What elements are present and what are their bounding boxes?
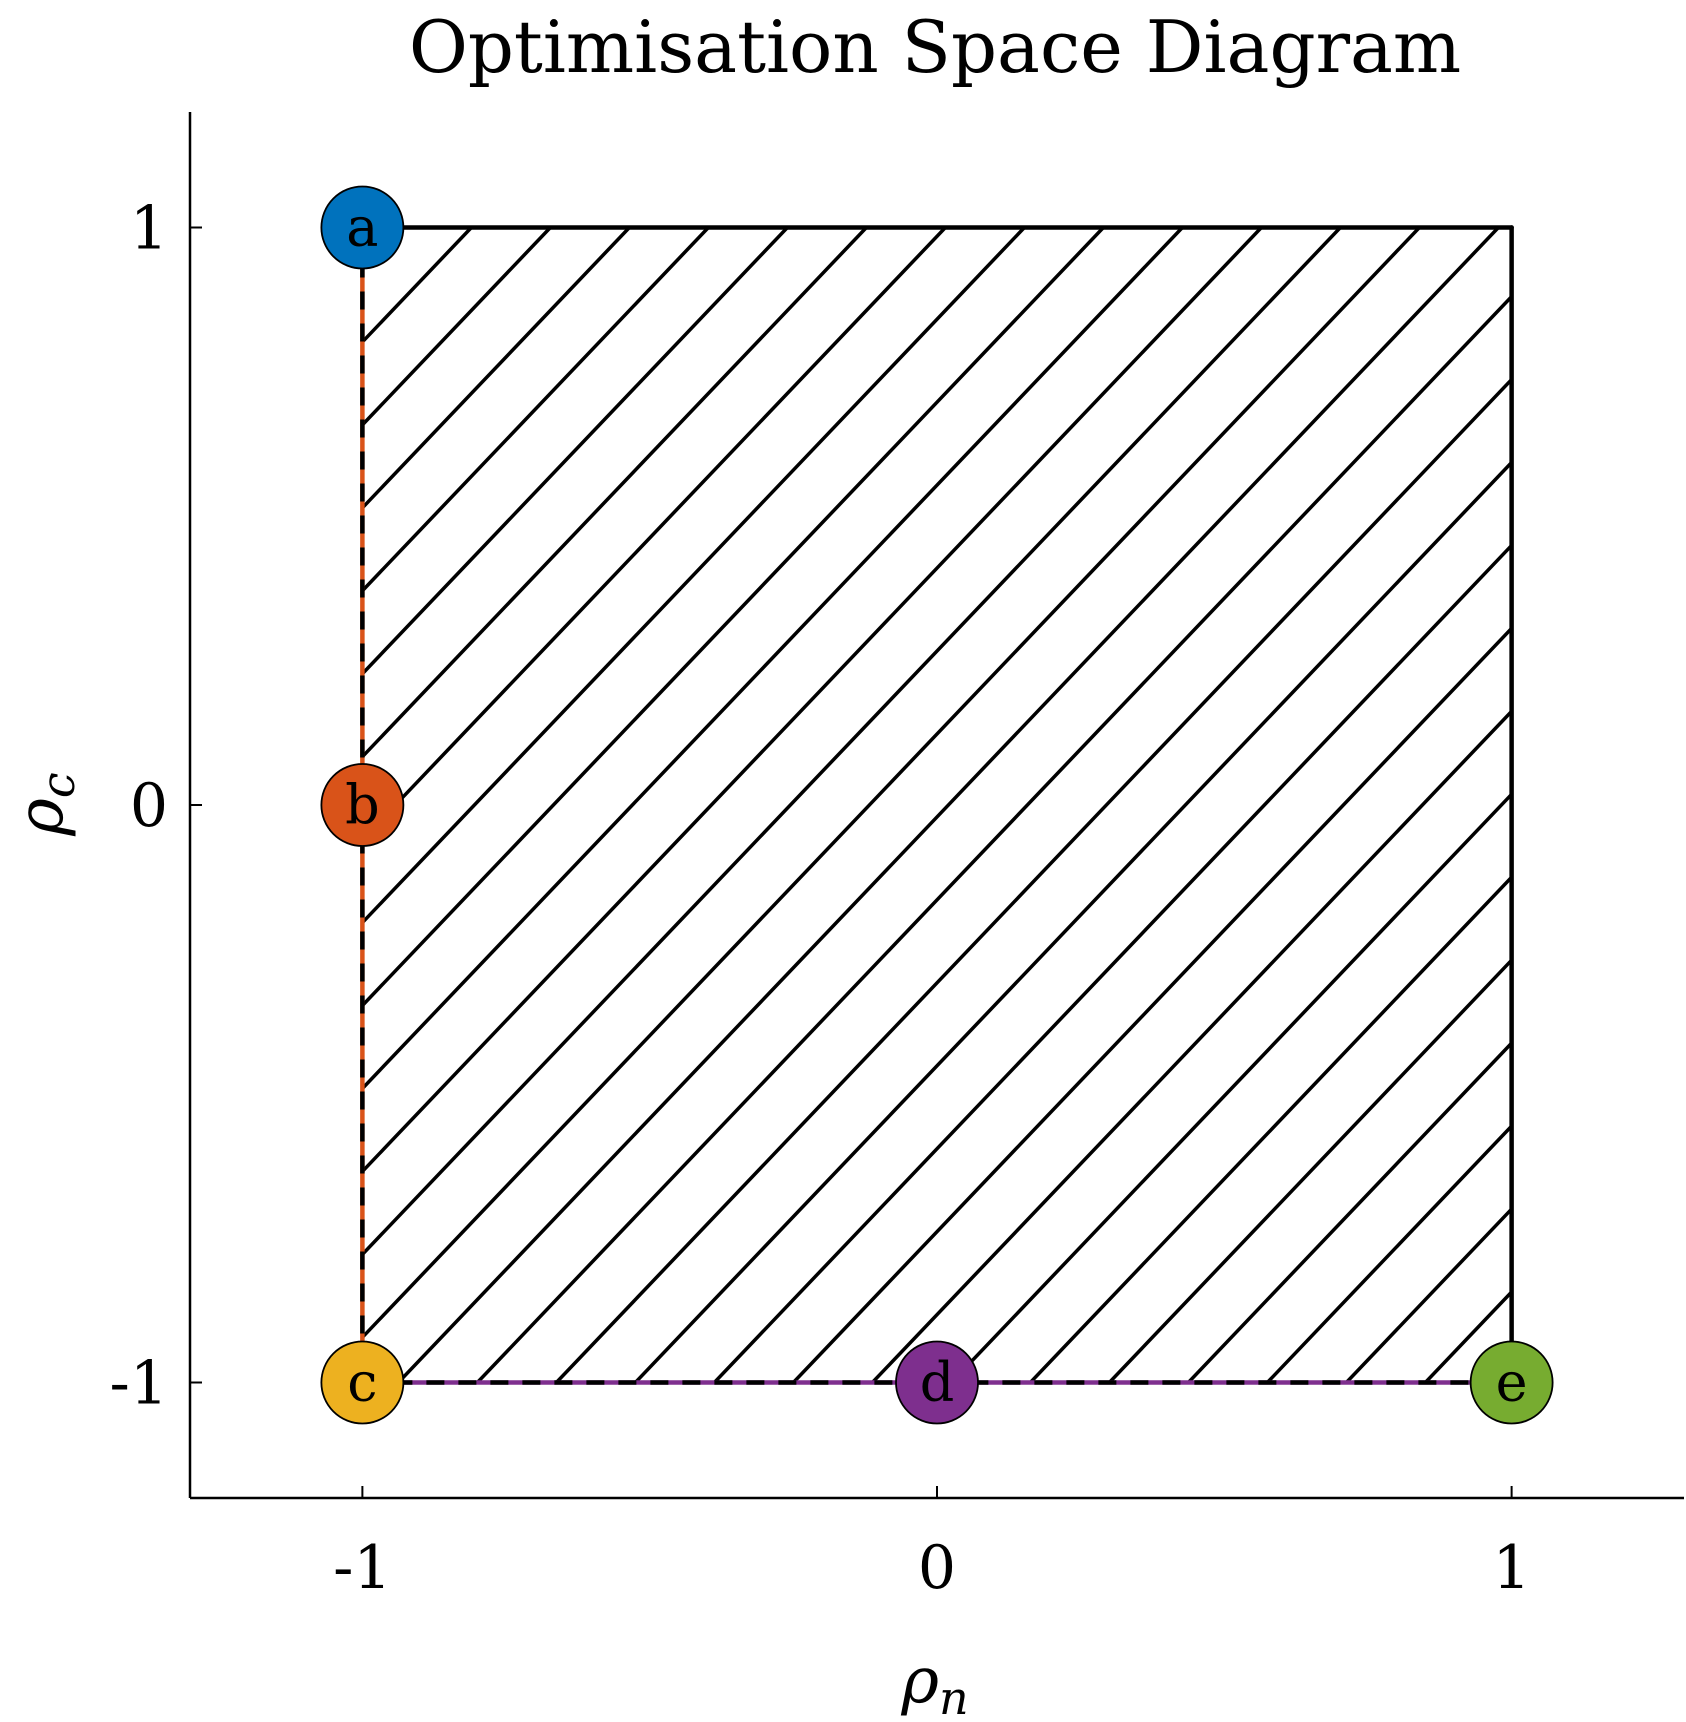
x-axis-label-symbol: ρ <box>900 1644 939 1718</box>
vertex-marker-c: c <box>320 1340 405 1425</box>
hatch-line <box>362 227 552 428</box>
hatch-line <box>397 227 1500 1383</box>
hatch-line <box>950 791 1512 1383</box>
vertex-markers: a b c d e <box>320 185 1554 1425</box>
y-tick-label: 0 <box>130 771 168 841</box>
y-axis-label-subscript: c <box>31 772 85 798</box>
hatch-line <box>1583 228 1686 1383</box>
hatch-line <box>1345 1206 1512 1383</box>
hatch-line <box>362 227 710 594</box>
hatch-line <box>362 227 631 511</box>
vertex-marker-a: a <box>320 185 405 270</box>
x-axis-label-subscript: n <box>939 1671 969 1722</box>
y-axis-label-symbol: ρ <box>4 798 78 837</box>
hatch-line <box>1266 1123 1512 1383</box>
x-tick-label: 0 <box>918 1533 956 1603</box>
hatch-line <box>634 459 1512 1383</box>
vertex-circle <box>320 763 405 847</box>
x-tick-label: -1 <box>333 1533 391 1603</box>
hatch-line <box>1503 1372 1512 1383</box>
hatch-line <box>792 625 1512 1383</box>
hatch-line <box>871 708 1512 1383</box>
hatch-line <box>362 227 1026 926</box>
hatch-line <box>362 227 1263 1174</box>
vertex-label: e <box>1496 1351 1528 1414</box>
vertex-label: c <box>347 1351 377 1414</box>
axes: -1 0 1 -1 0 1 <box>110 112 1684 1603</box>
vertex-circle <box>320 1340 405 1425</box>
chart-title: Optimisation Space Diagram <box>409 5 1461 89</box>
hatch-line <box>1187 1040 1512 1383</box>
vertex-marker-b: b <box>320 763 405 847</box>
feasible-region-border <box>360 225 1514 1385</box>
hatch-line <box>362 227 1105 1009</box>
y-tick-label: -1 <box>110 1349 168 1419</box>
hatch-line <box>555 376 1512 1383</box>
y-axis-label: ρc <box>4 772 85 836</box>
svg-text:ρn: ρn <box>900 1644 968 1722</box>
x-axis-label: ρn <box>900 1644 968 1722</box>
vertex-marker-e: e <box>1469 1340 1554 1425</box>
x-tick-label: 1 <box>1493 1533 1531 1603</box>
hatch-line <box>362 227 868 760</box>
hatch-line <box>1029 874 1512 1383</box>
vertex-circle <box>1469 1340 1554 1425</box>
hatch-line <box>1108 957 1512 1383</box>
vertex-label: a <box>346 196 378 259</box>
hatch-line <box>476 294 1512 1383</box>
hatch-line <box>362 227 1184 1092</box>
hatch-line <box>362 227 1421 1340</box>
vertex-label: b <box>345 773 380 836</box>
vertex-marker-d: d <box>895 1340 979 1425</box>
vertex-label: d <box>920 1351 955 1414</box>
vertex-circle <box>895 1340 979 1425</box>
hatch-line <box>1424 1289 1512 1383</box>
svg-text:ρc: ρc <box>4 772 85 836</box>
hatch-line <box>362 227 789 677</box>
feasible-region-hatching <box>362 227 1686 1383</box>
hatch-line <box>362 227 1342 1257</box>
y-tick-label: 1 <box>130 194 168 264</box>
vertex-circle <box>320 185 405 270</box>
hatch-line <box>713 542 1512 1383</box>
